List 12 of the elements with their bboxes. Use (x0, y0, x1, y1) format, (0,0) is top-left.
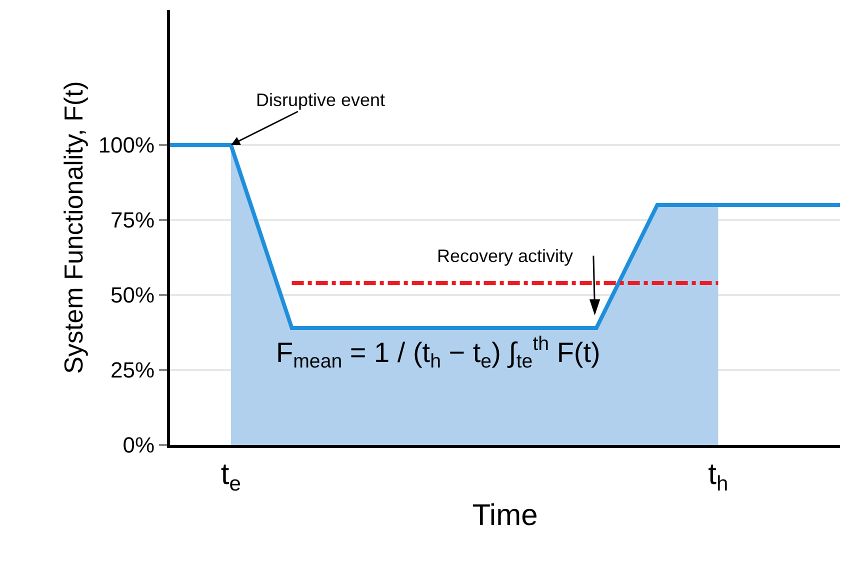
y-tick-label: 75% (110, 208, 155, 233)
y-tick-label: 25% (110, 358, 155, 383)
y-tick-label: 100% (98, 132, 155, 158)
x-axis-title: Time (472, 498, 538, 532)
text: F$_{mean}$ = 1 / (t$_{h}$ − t$_{e}$) ∫$_{te}$$^{th}$ F(t) (276, 333, 600, 373)
annotation: Disruptive event (256, 90, 386, 110)
annotation: Recovery activity (437, 246, 574, 266)
y-axis-title: System Functionality, F(t) (58, 81, 89, 374)
x-tick-label: t$_{h}$ (708, 458, 728, 496)
y-tick-label: 50% (110, 282, 155, 308)
x-tick-label: t$_{e}$ (220, 458, 241, 496)
y-tick-label: 0% (122, 432, 155, 458)
